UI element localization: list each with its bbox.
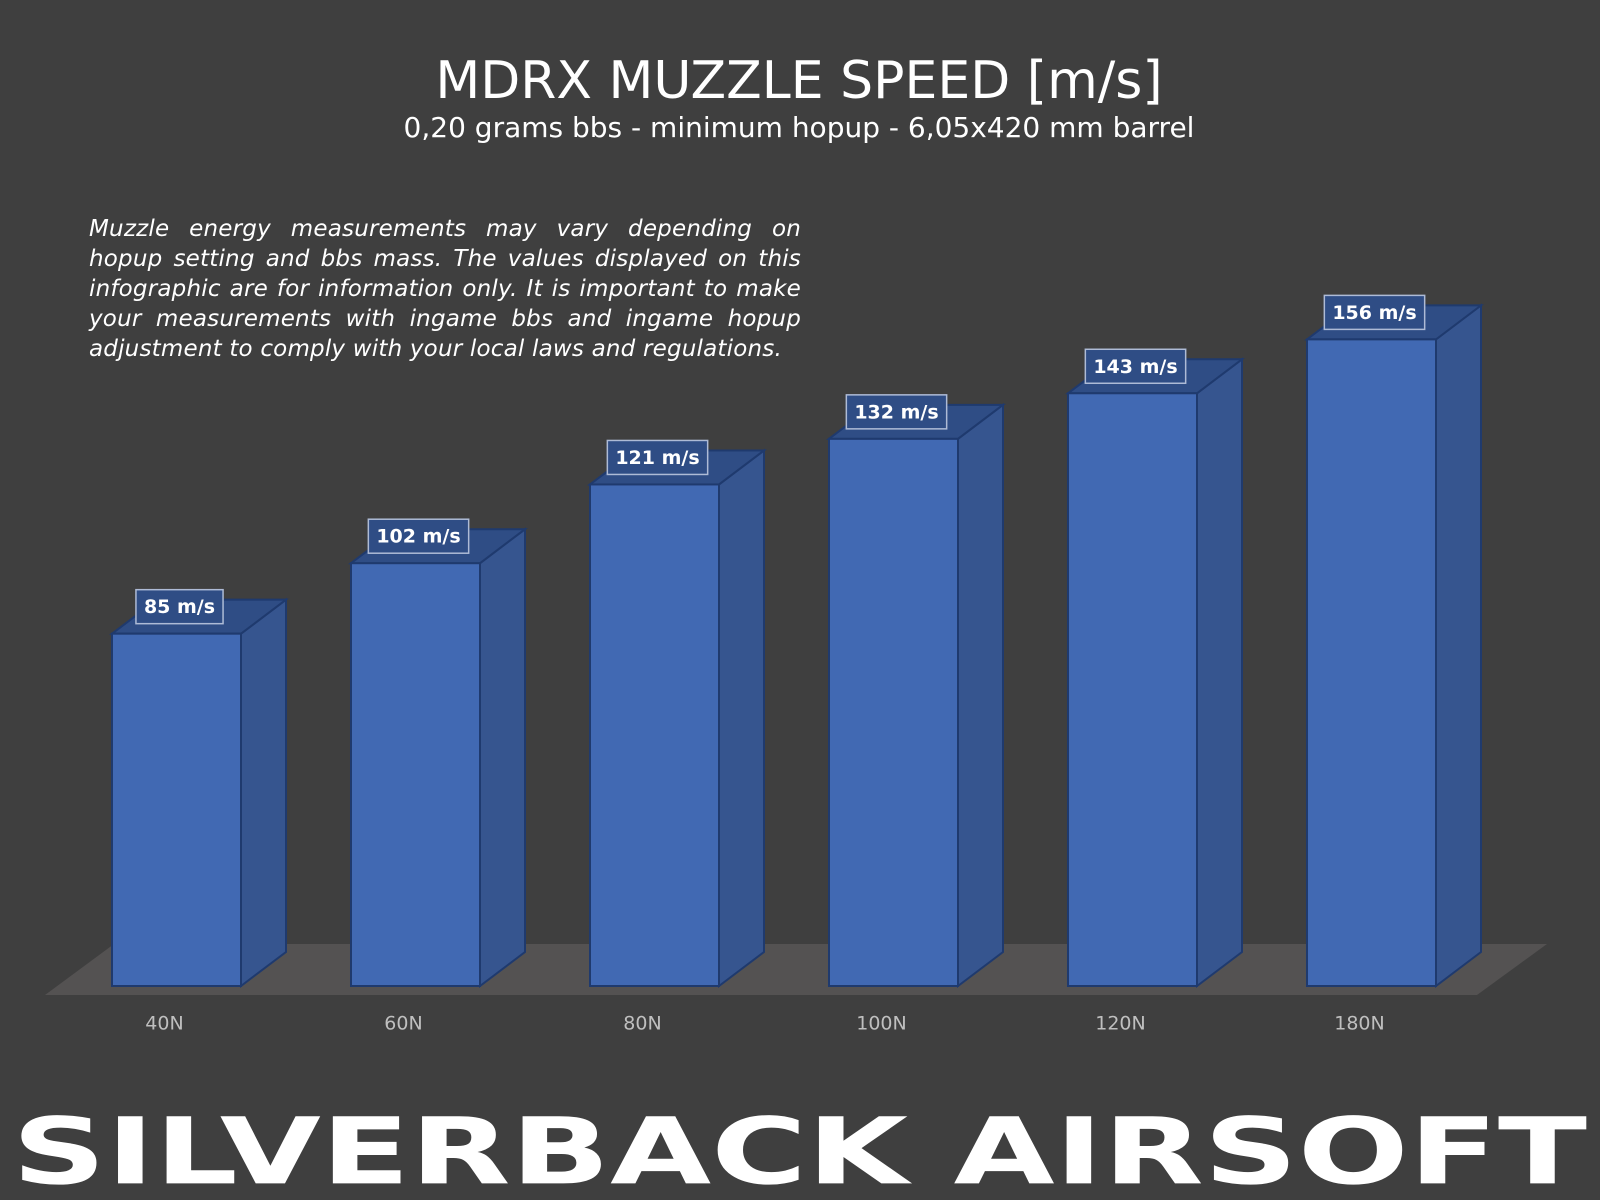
bar: [350, 562, 481, 988]
value-label: 121 m/s: [615, 447, 699, 469]
x-tick-label: 60N: [384, 1013, 422, 1035]
bar-side: [240, 597, 287, 989]
bar-side: [957, 402, 1004, 989]
value-label: 143 m/s: [1093, 356, 1177, 378]
value-label-box: [845, 394, 948, 430]
x-tick-label: 40N: [145, 1013, 183, 1035]
bar: [589, 483, 720, 987]
value-label: 132 m/s: [854, 401, 938, 423]
bar: [111, 632, 242, 987]
value-label-box: [135, 588, 224, 625]
x-tick-label: 100N: [856, 1013, 906, 1035]
chart-subtitle: 0,20 grams bbs - minimum hopup - 6,05x42…: [404, 111, 1195, 144]
value-label-box: [1323, 294, 1426, 331]
bar: [1067, 392, 1198, 987]
bar-side: [1196, 357, 1243, 989]
value-label: 85 m/s: [144, 596, 215, 618]
value-label-box: [1084, 348, 1187, 385]
bar: [828, 437, 959, 987]
value-label: 156 m/s: [1332, 302, 1416, 324]
bar-side: [1435, 303, 1482, 989]
disclaimer-note: Muzzle energy measurements may vary depe…: [89, 216, 801, 362]
bar-side: [718, 448, 765, 989]
brand-logo: SILVERBACK AIRSOFT: [12, 1098, 1587, 1200]
x-tick-label: 80N: [623, 1013, 661, 1035]
chart-title: MDRX MUZZLE SPEED [m/s]: [435, 51, 1162, 111]
x-tick-label: 180N: [1334, 1013, 1384, 1035]
bars: 85 m/s 40N 102 m/s 60N 121 m/s 80N 132 m/s 100N…: [109, 294, 1484, 1035]
value-label-box: [367, 518, 470, 554]
value-label: 102 m/s: [376, 526, 460, 548]
bar-side: [479, 527, 526, 989]
x-tick-label: 120N: [1095, 1013, 1145, 1035]
value-label-box: [606, 439, 709, 476]
bar: [1306, 338, 1437, 987]
